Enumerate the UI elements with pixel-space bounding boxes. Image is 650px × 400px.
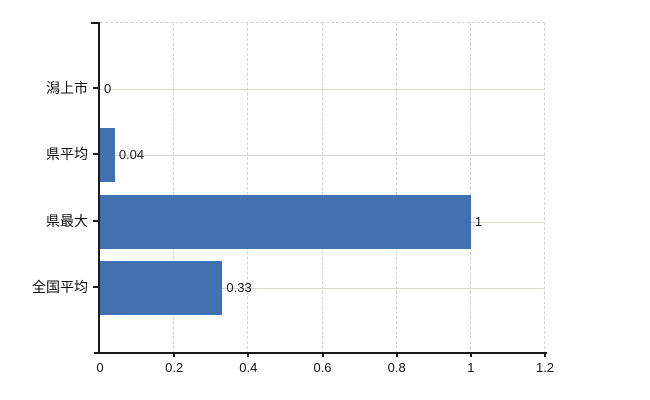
y-axis-top-tick bbox=[91, 22, 98, 24]
y-axis-tick bbox=[93, 286, 100, 288]
gridline-vertical bbox=[247, 23, 249, 354]
x-tick-label: 0 bbox=[96, 360, 104, 375]
x-tick-label: 0.8 bbox=[387, 360, 406, 375]
gridline-vertical bbox=[544, 23, 545, 354]
bar-value-label: 0.04 bbox=[118, 147, 145, 162]
gridline-vertical bbox=[173, 23, 175, 354]
category-label: 全国平均 bbox=[32, 279, 88, 295]
x-tick-label: 0.4 bbox=[239, 360, 258, 375]
x-axis-tick bbox=[469, 353, 472, 357]
bar bbox=[100, 128, 115, 182]
gridline-horizontal bbox=[100, 89, 545, 90]
gridline-horizontal bbox=[100, 288, 545, 289]
x-axis-tick bbox=[173, 353, 176, 357]
x-tick-label: 0.6 bbox=[313, 360, 332, 375]
y-axis-tick bbox=[93, 153, 100, 155]
y-axis-tick bbox=[93, 220, 100, 222]
x-tick-label: 0.2 bbox=[165, 360, 184, 375]
x-axis-tick bbox=[395, 353, 398, 357]
bar bbox=[100, 261, 223, 315]
y-axis-tick bbox=[93, 87, 100, 89]
gridline-vertical bbox=[395, 23, 397, 354]
x-axis-tick bbox=[321, 353, 324, 357]
y-axis-line bbox=[98, 22, 100, 353]
bar-value-label: 0.33 bbox=[226, 280, 252, 295]
gridline-vertical bbox=[321, 23, 323, 354]
gridline-horizontal bbox=[100, 155, 545, 156]
bar bbox=[100, 195, 471, 249]
bar-value-label: 1 bbox=[474, 214, 483, 229]
category-label: 潟上市 bbox=[46, 80, 88, 96]
x-axis-line bbox=[94, 352, 547, 354]
bar-value-label: 0 bbox=[104, 81, 112, 96]
x-axis-tick bbox=[544, 353, 546, 357]
gridline-vertical bbox=[469, 23, 471, 354]
category-label: 県最大 bbox=[46, 213, 88, 229]
category-label: 県平均 bbox=[46, 146, 88, 162]
plot-area: 0 0.04 1 0.33 bbox=[100, 22, 545, 354]
x-axis-tick bbox=[247, 353, 250, 357]
x-tick-label: 1.2 bbox=[535, 360, 555, 375]
x-tick-label: 1 bbox=[467, 360, 475, 375]
